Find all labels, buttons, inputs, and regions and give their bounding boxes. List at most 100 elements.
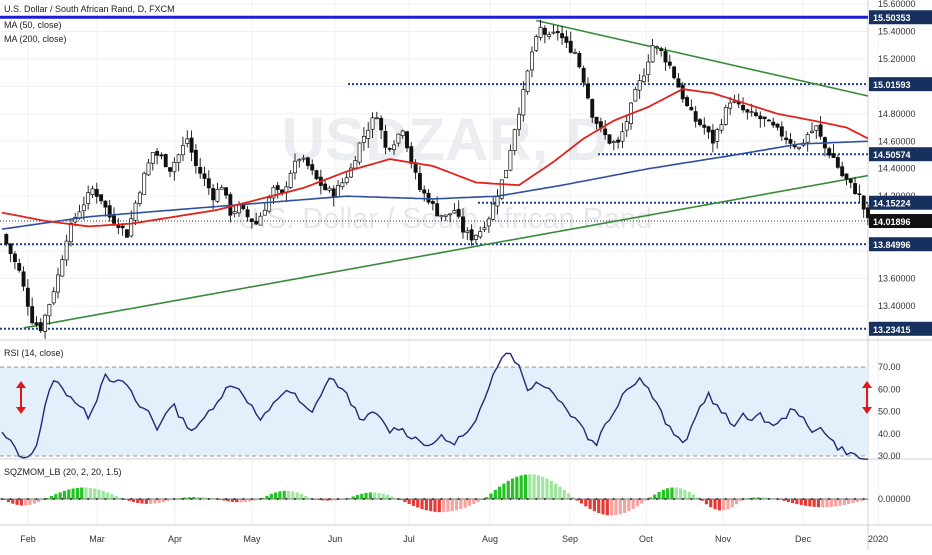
candle-body — [25, 287, 30, 307]
watermark-name: U.S. Dollar / South African Rand — [238, 203, 652, 235]
candle-body — [301, 157, 306, 160]
candle-body — [305, 157, 310, 166]
squeeze-dot — [224, 497, 228, 501]
momentum-bar — [678, 488, 683, 499]
squeeze-dot — [9, 497, 12, 501]
squeeze-dot — [104, 497, 107, 501]
candle-body — [698, 119, 702, 126]
squeeze-dot — [853, 497, 857, 501]
momentum-bar — [803, 499, 808, 506]
price-tick-label: 15.60000 — [878, 0, 916, 9]
candle-body — [650, 45, 655, 63]
momentum-bar — [463, 499, 467, 508]
momentum-bar — [493, 489, 497, 499]
squeeze-dot — [164, 497, 167, 501]
momentum-bar — [825, 499, 829, 508]
momentum-bar — [239, 499, 243, 503]
momentum-bar — [325, 499, 329, 501]
squeeze-dot — [845, 497, 848, 501]
squeeze-dot — [397, 497, 400, 501]
momentum-bar — [653, 494, 657, 499]
momentum-bar — [791, 499, 795, 504]
squeeze-dot — [423, 497, 426, 501]
momentum-bar — [756, 497, 760, 499]
candle-body — [642, 75, 646, 83]
candle-body — [702, 124, 707, 128]
price-tick-label: 13.40000 — [878, 301, 916, 311]
momentum-bar — [605, 499, 609, 516]
x-tick-label: Nov — [715, 534, 732, 544]
candle-body — [469, 229, 474, 241]
candle-body — [387, 148, 392, 150]
candle-body — [8, 243, 13, 254]
x-tick-label: Oct — [639, 534, 654, 544]
candle-body — [551, 31, 556, 34]
squeeze-dot — [750, 497, 753, 501]
momentum-bar — [230, 499, 235, 502]
candle-body — [94, 188, 99, 197]
rsi-tick-label: 60.00 — [878, 384, 901, 394]
candle-body — [353, 160, 358, 169]
level-label-bg — [869, 147, 932, 162]
candle-body — [568, 40, 573, 53]
candle-body — [831, 153, 836, 158]
squeeze-dot — [483, 497, 486, 501]
squeeze-dot — [147, 497, 150, 501]
momentum-bar — [110, 494, 114, 499]
candle-body — [99, 194, 104, 202]
squeeze-dot — [586, 497, 590, 501]
candle-body — [482, 227, 487, 230]
candle-body — [133, 202, 138, 221]
trend-line — [23, 174, 869, 329]
momentum-bar — [407, 499, 411, 505]
rsi-tick-label: 30.00 — [878, 451, 901, 461]
level-label: 13.84996 — [873, 240, 911, 250]
candle-body — [379, 117, 384, 131]
momentum-bar — [360, 493, 364, 499]
candle-body — [547, 34, 552, 37]
momentum-bar — [661, 489, 665, 499]
squeeze-dot — [492, 497, 495, 501]
momentum-bar — [489, 493, 493, 499]
squeeze-dot — [500, 497, 503, 501]
momentum-bar — [286, 490, 291, 499]
ma200-line — [1, 140, 869, 230]
momentum-bar — [136, 499, 140, 503]
momentum-bar — [859, 499, 864, 501]
candle-body — [797, 146, 802, 149]
squeeze-dot — [233, 497, 236, 501]
momentum-bar — [648, 497, 653, 499]
candle-body — [835, 157, 840, 168]
momentum-bar — [75, 487, 79, 499]
candle-body — [396, 133, 401, 144]
momentum-bar — [192, 497, 196, 499]
momentum-bar — [420, 499, 424, 510]
squeeze-dot — [535, 497, 538, 501]
candle-body — [598, 121, 603, 128]
candle-body — [719, 124, 724, 131]
momentum-bar — [752, 497, 756, 499]
momentum-bar — [734, 499, 739, 505]
momentum-bar — [140, 499, 144, 504]
momentum-bar — [566, 493, 571, 499]
candle-body — [659, 48, 664, 52]
momentum-bar — [709, 499, 713, 508]
candle-body — [245, 209, 250, 218]
momentum-bar — [364, 492, 368, 499]
squeeze-dot — [647, 497, 650, 501]
candle-body — [624, 121, 629, 131]
momentum-bar — [15, 499, 19, 505]
candle-body — [349, 167, 353, 178]
momentum-bar — [666, 488, 670, 499]
candle-body — [646, 61, 651, 75]
squeeze-dot — [741, 497, 745, 501]
momentum-bar — [149, 499, 153, 504]
momentum-bar — [588, 499, 592, 509]
momentum-bar — [24, 499, 28, 506]
momentum-bar — [269, 493, 273, 499]
price-tick-label: 14.40000 — [878, 164, 916, 174]
momentum-bar — [575, 499, 579, 501]
momentum-bar — [114, 496, 118, 499]
rsi-line — [1, 352, 869, 460]
